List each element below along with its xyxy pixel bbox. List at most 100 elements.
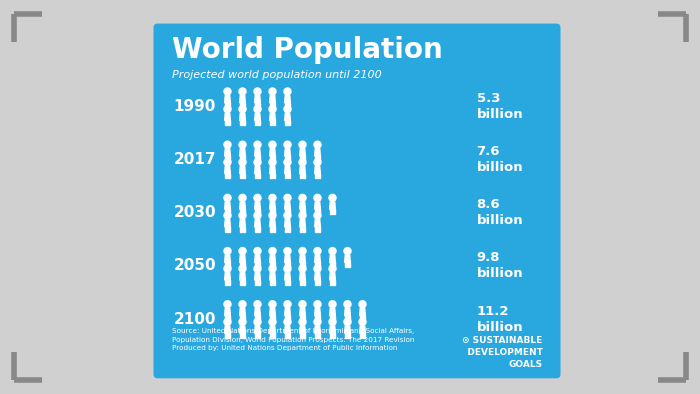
Circle shape <box>254 159 261 166</box>
Bar <box>303 316 305 320</box>
Bar <box>303 174 305 178</box>
Circle shape <box>269 141 276 148</box>
Text: 2030: 2030 <box>174 205 216 220</box>
Polygon shape <box>285 255 290 262</box>
Polygon shape <box>255 326 260 333</box>
Polygon shape <box>270 113 275 121</box>
Circle shape <box>299 194 306 201</box>
Polygon shape <box>225 96 230 103</box>
Polygon shape <box>270 166 275 174</box>
Polygon shape <box>344 309 351 316</box>
Circle shape <box>284 88 291 95</box>
Bar <box>258 262 260 267</box>
Bar <box>300 227 302 232</box>
Polygon shape <box>344 255 351 262</box>
Bar <box>258 280 260 285</box>
Circle shape <box>359 318 366 325</box>
Circle shape <box>254 318 261 325</box>
Circle shape <box>239 194 246 201</box>
Polygon shape <box>285 96 290 103</box>
Bar <box>315 174 316 178</box>
Bar <box>315 280 316 285</box>
Bar <box>273 280 275 285</box>
Polygon shape <box>255 273 260 280</box>
Polygon shape <box>330 202 335 209</box>
Bar <box>228 316 230 320</box>
Bar <box>273 174 275 178</box>
Polygon shape <box>330 326 335 333</box>
Bar <box>285 174 287 178</box>
Polygon shape <box>300 309 305 316</box>
Bar <box>318 156 320 161</box>
Bar <box>270 280 272 285</box>
Bar <box>315 316 316 320</box>
Circle shape <box>254 212 261 219</box>
Circle shape <box>269 88 276 95</box>
Bar <box>360 333 362 338</box>
Bar <box>288 156 290 161</box>
Bar <box>244 174 245 178</box>
Bar <box>244 316 245 320</box>
Bar <box>285 209 287 214</box>
Bar <box>270 333 272 338</box>
Circle shape <box>299 141 306 148</box>
Bar <box>244 262 245 267</box>
Bar <box>288 333 290 338</box>
Bar <box>240 262 241 267</box>
Polygon shape <box>285 202 290 209</box>
Circle shape <box>224 194 231 201</box>
Polygon shape <box>270 219 275 227</box>
Bar <box>300 333 302 338</box>
Bar <box>288 209 290 214</box>
Bar <box>273 333 275 338</box>
Bar <box>255 156 257 161</box>
Bar <box>285 156 287 161</box>
Circle shape <box>314 212 321 219</box>
Circle shape <box>239 301 246 308</box>
Bar <box>303 280 305 285</box>
Bar <box>315 262 316 267</box>
Circle shape <box>284 318 291 325</box>
Polygon shape <box>270 255 275 262</box>
Bar <box>255 280 257 285</box>
Circle shape <box>239 141 246 148</box>
Bar <box>303 209 305 214</box>
Text: 7.6
billion: 7.6 billion <box>477 145 523 174</box>
Polygon shape <box>360 309 365 316</box>
Circle shape <box>224 159 231 166</box>
Bar <box>273 262 275 267</box>
Bar <box>225 103 227 108</box>
Polygon shape <box>225 202 230 209</box>
Bar <box>318 280 320 285</box>
Polygon shape <box>270 326 275 333</box>
Bar <box>255 333 257 338</box>
Polygon shape <box>270 149 275 156</box>
Bar <box>330 209 332 214</box>
Bar <box>349 333 350 338</box>
Circle shape <box>239 247 246 255</box>
Bar <box>285 316 287 320</box>
Polygon shape <box>314 273 321 280</box>
Polygon shape <box>239 96 246 103</box>
Polygon shape <box>314 326 321 333</box>
Circle shape <box>284 194 291 201</box>
Polygon shape <box>255 149 260 156</box>
Circle shape <box>254 106 261 113</box>
Bar <box>273 103 275 108</box>
Bar <box>270 209 272 214</box>
Bar <box>318 174 320 178</box>
Bar <box>318 316 320 320</box>
Bar <box>288 174 290 178</box>
Bar <box>258 333 260 338</box>
Bar <box>225 227 227 232</box>
Bar <box>270 156 272 161</box>
Bar <box>333 280 335 285</box>
Bar <box>258 227 260 232</box>
Circle shape <box>284 159 291 166</box>
Polygon shape <box>225 149 230 156</box>
Circle shape <box>269 212 276 219</box>
Circle shape <box>224 318 231 325</box>
Polygon shape <box>300 326 305 333</box>
Circle shape <box>224 301 231 308</box>
FancyBboxPatch shape <box>153 24 561 378</box>
